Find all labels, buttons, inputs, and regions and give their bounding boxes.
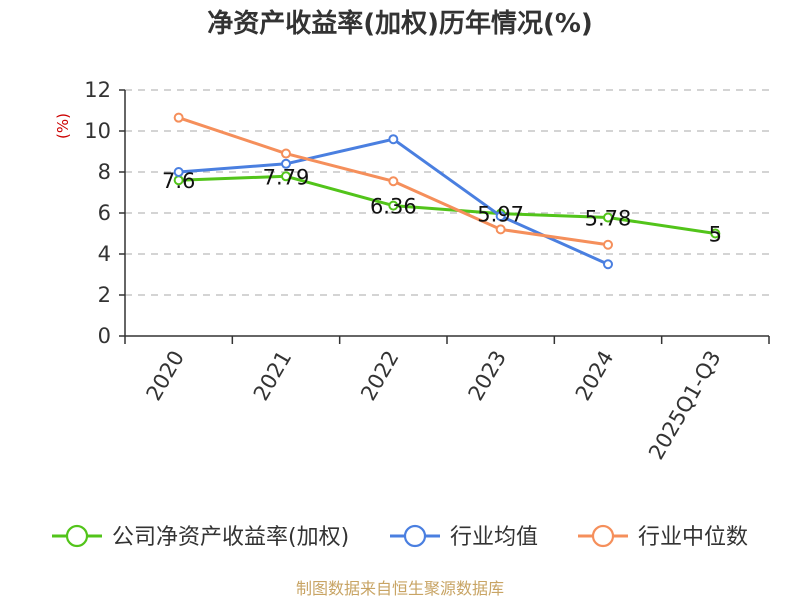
gridlines — [125, 89, 769, 296]
x-tick-label: 2024 — [571, 347, 619, 405]
data-label: 5 — [709, 223, 722, 247]
y-tick-label: 12 — [84, 78, 111, 102]
y-tick-label: 0 — [98, 324, 111, 348]
x-tick-label: 2023 — [463, 347, 511, 405]
data-point — [603, 239, 613, 250]
y-axis-unit-label: (%) — [54, 113, 72, 139]
data-label: 5.78 — [585, 207, 632, 231]
legend-label: 行业中位数 — [638, 525, 748, 550]
data-point — [495, 224, 506, 235]
y-tick-label: 10 — [84, 119, 111, 143]
data-labels: 7.6 7.79 6.36 5.97 5.78 5 — [162, 165, 722, 246]
legend-label: 行业均值 — [450, 525, 538, 550]
data-point — [173, 112, 184, 123]
y-tick-label: 6 — [98, 201, 111, 225]
axes: 0 2 4 6 8 10 12 2020 2021 2022 2023 2024 2025Q1-Q3 — [84, 78, 770, 464]
legend-label: 公司净资产收益率(加权) — [112, 525, 349, 550]
y-tick-label: 4 — [98, 242, 111, 266]
data-point — [281, 171, 291, 182]
y-tick-label: 2 — [98, 283, 111, 307]
legend-marker-icon — [65, 524, 89, 548]
data-label: 6.36 — [370, 195, 417, 219]
legend-marker-icon — [403, 524, 427, 548]
data-point — [710, 228, 721, 239]
data-point — [603, 259, 613, 270]
data-label: 7.79 — [263, 165, 310, 189]
data-label: 5.97 — [477, 203, 524, 227]
x-tick-label: 2020 — [141, 347, 189, 405]
data-point — [281, 158, 291, 169]
x-tick-label: 2025Q1-Q3 — [644, 347, 726, 464]
chart-title: 净资产收益率(加权)历年情况(%) — [207, 8, 593, 39]
x-tick-label: 2021 — [249, 347, 297, 405]
data-point — [495, 211, 506, 222]
legend: 公司净资产收益率(加权) 行业均值 行业中位数 — [52, 524, 748, 550]
data-point — [388, 176, 399, 187]
x-tick-label: 2022 — [356, 347, 404, 405]
source-note: 制图数据来自恒生聚源数据库 — [296, 579, 504, 598]
series — [173, 112, 721, 270]
y-tick-label: 8 — [98, 160, 111, 184]
series-line — [178, 174, 716, 235]
data-point — [173, 167, 184, 177]
data-point — [388, 200, 399, 211]
data-point — [281, 148, 291, 159]
legend-marker-icon — [591, 524, 615, 548]
data-label: 7.6 — [162, 169, 195, 193]
data-point — [603, 212, 613, 223]
data-point — [388, 134, 399, 145]
